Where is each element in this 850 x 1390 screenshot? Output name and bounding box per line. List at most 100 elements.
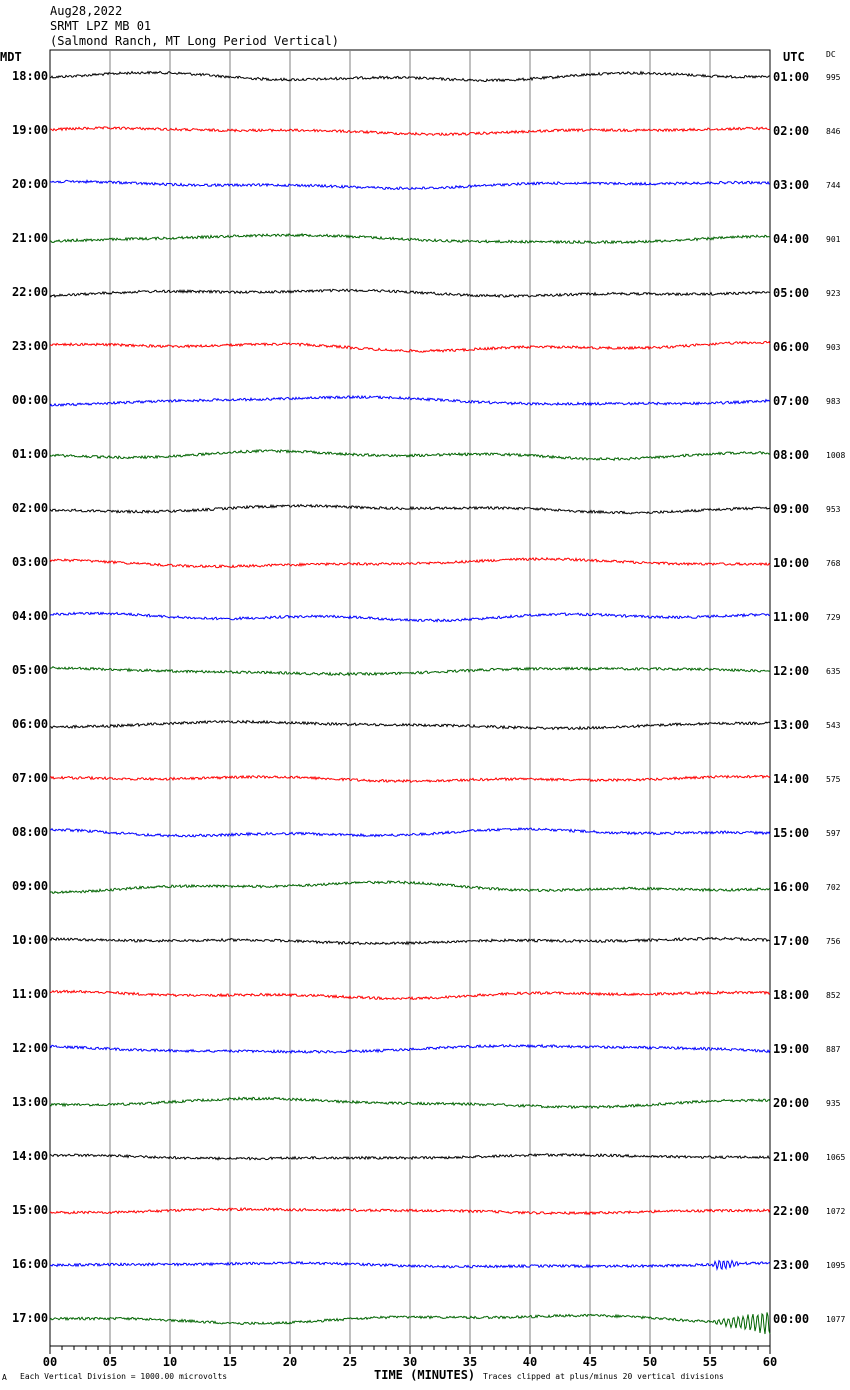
- x-tick-label: 45: [583, 1355, 597, 1369]
- x-tick-label: 50: [643, 1355, 657, 1369]
- trace-2300: [49, 340, 771, 353]
- row-right-time: 07:00: [773, 394, 810, 408]
- row-right-time: 09:00: [773, 502, 810, 516]
- trace-1500: [49, 1206, 771, 1216]
- row-dc-value: 729: [826, 613, 841, 622]
- trace-0500: [49, 666, 771, 677]
- station-description: (Salmond Ranch, MT Long Period Vertical): [50, 34, 339, 48]
- row-left-time: 09:00: [12, 879, 49, 893]
- x-tick-label: 10: [163, 1355, 177, 1369]
- x-tick-label: 05: [103, 1355, 117, 1369]
- row-left-time: 13:00: [12, 1095, 49, 1109]
- trace-2100: [49, 232, 771, 245]
- scale-note: Each Vertical Division = 1000.00 microvo…: [20, 1372, 228, 1381]
- row-left-time: 17:00: [12, 1311, 49, 1325]
- row-right-time: 12:00: [773, 664, 810, 678]
- row-dc-value: 852: [826, 991, 841, 1000]
- trace-1400: [49, 1152, 771, 1161]
- trace-1900: [50, 126, 771, 137]
- row-dc-value: 744: [826, 181, 841, 190]
- trace-1000: [49, 936, 771, 946]
- x-tick-label: 60: [763, 1355, 777, 1369]
- trace-0000: [49, 394, 771, 407]
- row-left-time: 15:00: [12, 1203, 49, 1217]
- x-tick-label: 00: [43, 1355, 57, 1369]
- row-right-time: 21:00: [773, 1150, 810, 1164]
- row-dc-value: 756: [826, 937, 841, 946]
- x-tick-label: 15: [223, 1355, 237, 1369]
- trace-1600: [49, 1259, 771, 1272]
- trace-0200: [49, 503, 771, 515]
- row-dc-value: 1008: [826, 451, 846, 460]
- row-right-time: 15:00: [773, 826, 810, 840]
- row-right-time: 04:00: [773, 232, 810, 246]
- row-right-time: 18:00: [773, 988, 810, 1002]
- row-right-time: 17:00: [773, 934, 810, 948]
- row-left-time: 06:00: [12, 717, 49, 731]
- row-right-time: 14:00: [773, 772, 810, 786]
- row-dc-value: 575: [826, 775, 841, 784]
- row-right-time: 06:00: [773, 340, 810, 354]
- trace-0700: [49, 774, 771, 784]
- row-left-time: 20:00: [12, 177, 49, 191]
- row-right-time: 16:00: [773, 880, 810, 894]
- row-dc-value: 597: [826, 829, 841, 838]
- row-dc-value: 768: [826, 559, 841, 568]
- left-timezone-label: MDT: [0, 50, 22, 64]
- row-left-time: 22:00: [12, 285, 49, 299]
- row-right-time: 23:00: [773, 1258, 810, 1272]
- row-right-time: 03:00: [773, 178, 810, 192]
- row-dc-value: 935: [826, 1099, 841, 1108]
- dc-column-label: DC: [826, 50, 836, 59]
- row-dc-value: 953: [826, 505, 841, 514]
- row-dc-value: 995: [826, 73, 841, 82]
- row-right-time: 11:00: [773, 610, 810, 624]
- trace-1200: [49, 1043, 771, 1055]
- trace-0800: [49, 826, 771, 838]
- row-left-time: 18:00: [12, 69, 49, 83]
- station-label: SRMT LPZ MB 01: [50, 19, 152, 33]
- right-timezone-label: UTC: [783, 50, 805, 64]
- row-left-time: 08:00: [12, 825, 49, 839]
- trace-1700: [49, 1312, 771, 1335]
- row-dc-value: 543: [826, 721, 841, 730]
- x-tick-label: 40: [523, 1355, 537, 1369]
- row-dc-value: 1077: [826, 1315, 846, 1324]
- trace-2200: [49, 288, 771, 299]
- row-right-time: 05:00: [773, 286, 810, 300]
- row-left-time: 14:00: [12, 1149, 49, 1163]
- row-right-time: 13:00: [773, 718, 810, 732]
- trace-0600: [50, 719, 771, 731]
- x-tick-label: 30: [403, 1355, 417, 1369]
- row-right-time: 01:00: [773, 70, 810, 84]
- row-right-time: 22:00: [773, 1204, 810, 1218]
- trace-1300: [49, 1096, 771, 1110]
- trace-1100: [49, 989, 771, 1001]
- row-dc-value: 887: [826, 1045, 841, 1054]
- row-left-time: 19:00: [12, 123, 49, 137]
- row-left-time: 16:00: [12, 1257, 49, 1271]
- row-dc-value: 635: [826, 667, 841, 676]
- row-right-time: 19:00: [773, 1042, 810, 1056]
- row-dc-value: 846: [826, 127, 841, 136]
- trace-0100: [49, 448, 771, 462]
- date-label: Aug28,2022: [50, 4, 123, 18]
- trace-1800: [49, 70, 771, 83]
- row-right-time: 02:00: [773, 124, 810, 138]
- x-tick-label: 55: [703, 1355, 717, 1369]
- row-right-time: 20:00: [773, 1096, 810, 1110]
- row-right-time: 10:00: [773, 556, 810, 570]
- clip-note: Traces clipped at plus/minus 20 vertical…: [483, 1372, 724, 1381]
- footer-mark: A: [2, 1373, 7, 1382]
- row-left-time: 03:00: [12, 555, 49, 569]
- row-left-time: 11:00: [12, 987, 49, 1001]
- trace-0900: [49, 880, 771, 894]
- row-left-time: 23:00: [12, 339, 49, 353]
- x-tick-label: 35: [463, 1355, 477, 1369]
- row-left-time: 01:00: [12, 447, 49, 461]
- row-dc-value: 983: [826, 397, 841, 406]
- trace-0400: [49, 611, 771, 623]
- row-left-time: 04:00: [12, 609, 49, 623]
- row-left-time: 21:00: [12, 231, 49, 245]
- x-tick-label: 25: [343, 1355, 357, 1369]
